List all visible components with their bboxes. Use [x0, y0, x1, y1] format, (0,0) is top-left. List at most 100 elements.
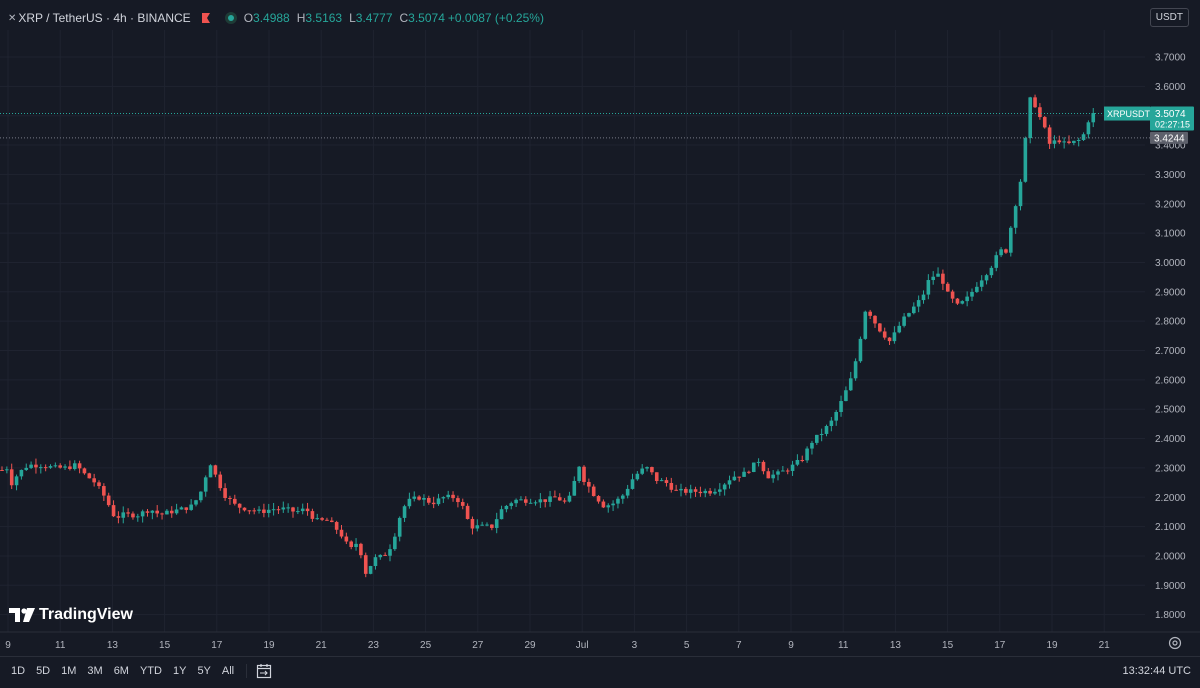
range-1y[interactable]: 1Y — [172, 665, 187, 677]
candle-body — [257, 509, 261, 511]
candle — [742, 467, 746, 477]
candle — [960, 300, 965, 305]
candle — [228, 495, 232, 505]
tradingview-logo[interactable]: TradingView — [9, 606, 133, 624]
candle-body — [150, 510, 155, 513]
candle-body — [742, 471, 746, 477]
candle-body — [140, 511, 145, 517]
candle — [286, 503, 290, 513]
candle-body — [688, 489, 693, 493]
candle-body — [43, 467, 48, 469]
candle-body — [853, 361, 858, 379]
candle-body — [24, 467, 29, 470]
candle-body — [790, 464, 795, 471]
candle — [684, 486, 688, 496]
candle-body — [286, 507, 290, 509]
candle-body — [800, 459, 805, 461]
candle — [553, 490, 557, 498]
y-axis-tick-label: 2.4000 — [1155, 434, 1186, 445]
candle-body — [300, 508, 305, 512]
candle — [218, 471, 223, 491]
candle — [106, 492, 111, 507]
candle — [325, 517, 329, 521]
range-5y[interactable]: 5Y — [197, 665, 211, 677]
candle — [1028, 96, 1032, 144]
candle — [252, 507, 256, 515]
symbol-title[interactable]: XRP / TetherUS · 4h · BINANCE — [18, 11, 191, 25]
candle-body — [528, 502, 533, 504]
candle — [9, 463, 14, 490]
candle — [189, 499, 193, 511]
chart-legend: ✕ XRP / TetherUS · 4h · BINANCE O 3.4988 … — [8, 9, 544, 27]
candle-body — [499, 509, 504, 520]
candle — [1033, 94, 1037, 108]
candle-body — [601, 501, 606, 508]
candle — [1023, 136, 1028, 183]
candle — [713, 488, 717, 496]
candle-body — [989, 267, 994, 276]
candle — [87, 472, 92, 479]
candle-body — [1038, 107, 1042, 118]
candle-body — [1042, 117, 1047, 128]
candle — [635, 471, 640, 481]
range-1d[interactable]: 1D — [11, 665, 26, 677]
candle — [14, 474, 19, 491]
toolbar-divider — [246, 664, 248, 678]
candle-body — [485, 524, 489, 526]
candle-body — [819, 433, 824, 435]
candle-body — [179, 507, 184, 510]
candle-body — [1086, 122, 1091, 135]
candle — [5, 466, 9, 474]
range-ytd[interactable]: YTD — [139, 665, 162, 677]
candle-body — [9, 469, 14, 486]
candle — [34, 458, 38, 474]
candle-body — [892, 332, 897, 342]
candle — [0, 466, 4, 471]
candlestick-chart[interactable]: 3.70003.60003.50003.40003.30003.20003.10… — [0, 0, 1200, 656]
candle — [844, 386, 848, 402]
candle-body — [494, 519, 499, 528]
candle-body — [19, 469, 24, 477]
candle — [674, 484, 678, 491]
axis-settings-icon[interactable] — [1168, 636, 1182, 650]
candle — [984, 273, 989, 285]
candle — [305, 502, 310, 516]
candle — [388, 544, 392, 562]
candle — [1081, 132, 1086, 141]
utc-clock[interactable]: 13:32:44 UTC — [1122, 665, 1191, 677]
y-axis-tick-label: 3.6000 — [1155, 82, 1186, 93]
currency-selector[interactable]: USDT — [1149, 8, 1189, 27]
range-3m[interactable]: 3M — [87, 665, 103, 677]
range-all[interactable]: All — [221, 665, 235, 677]
candle — [194, 499, 198, 507]
candle — [621, 493, 625, 504]
candle — [422, 494, 426, 506]
candle — [373, 554, 378, 570]
candle-body — [659, 480, 664, 482]
candle — [528, 498, 533, 504]
range-6m[interactable]: 6M — [113, 665, 129, 677]
y-axis-tick-label: 2.0000 — [1155, 551, 1186, 562]
range-5d[interactable]: 5D — [36, 665, 51, 677]
candle — [24, 463, 29, 471]
range-1m[interactable]: 1M — [61, 665, 77, 677]
candle — [174, 503, 179, 515]
candle — [868, 309, 872, 319]
candle-body — [567, 495, 572, 502]
candle — [693, 486, 698, 497]
candle-body — [722, 484, 727, 490]
candle-body — [863, 311, 868, 339]
candle — [359, 542, 363, 559]
candle — [810, 440, 814, 455]
candle-body — [39, 467, 43, 469]
candle — [126, 508, 130, 518]
calendar-goto-icon[interactable] — [256, 663, 272, 679]
candle-body — [203, 477, 208, 492]
candle — [1067, 135, 1071, 145]
candle — [43, 464, 48, 472]
candle — [150, 510, 155, 520]
market-status-icon — [224, 12, 237, 24]
candle-body — [975, 286, 979, 292]
flag-icon[interactable] — [201, 13, 211, 23]
candle-body — [606, 505, 611, 508]
